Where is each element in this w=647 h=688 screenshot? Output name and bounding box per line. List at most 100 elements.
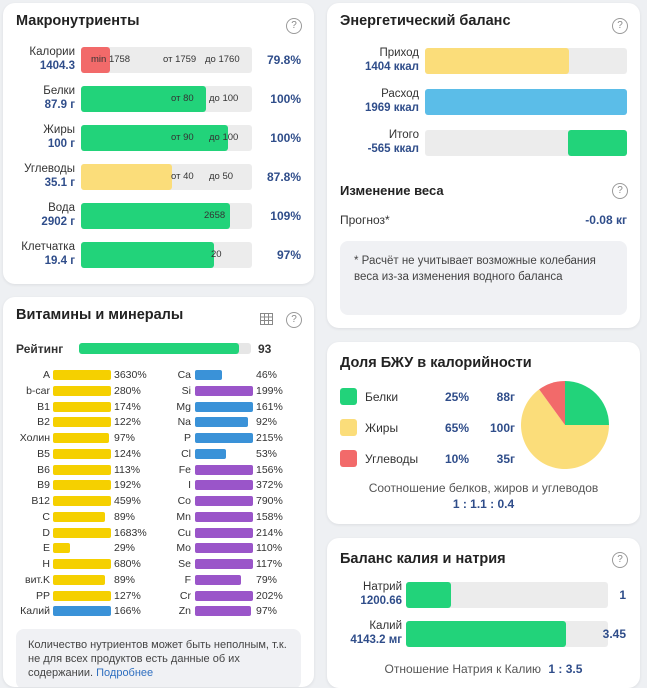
vitamin-name: Na [177, 416, 191, 429]
vitamin-bar [53, 543, 70, 554]
vitamin-name: D [42, 526, 50, 539]
nutrient-value: 2902 г [41, 216, 75, 228]
nutrient-name: Жиры [43, 124, 75, 136]
bar-tick-label: до 50 [209, 171, 234, 182]
vitamin-name: E [42, 542, 50, 555]
vitamin-row: B12 459% [3, 495, 141, 508]
vitamin-name: B5 [37, 447, 50, 460]
vitamin-percent: 214% [256, 526, 283, 539]
vitamin-name: Si [181, 384, 191, 397]
vitamin-name: B9 [37, 479, 50, 492]
vitamin-name: B12 [31, 495, 50, 507]
vitamin-bar [53, 417, 111, 428]
vitamin-name: Калий [20, 605, 50, 618]
vitamin-row: Холин 97% [3, 432, 135, 445]
nutrient-bar-fill [81, 125, 229, 151]
help-icon[interactable]: ? [286, 18, 302, 34]
vitamin-name: Mo [176, 542, 191, 555]
nutrient-value: 35.1 г [44, 177, 75, 189]
vitamin-name: P [183, 432, 191, 444]
vitamin-bar [53, 606, 111, 617]
vitamin-row: Co 790% [171, 495, 291, 508]
vitamin-name: Fe [178, 463, 191, 476]
kna-value: 1200.66 [360, 595, 402, 607]
vitamin-bar [53, 385, 111, 396]
help-icon[interactable]: ? [286, 312, 302, 328]
bju-name: Жиры [365, 421, 399, 435]
bar-tick-label: от 90 [171, 132, 194, 143]
pie-slice-proteins [565, 381, 609, 425]
bar-tick-label: min 1758 [91, 54, 131, 65]
kna-bar-fill [406, 621, 566, 647]
vitamin-row: Na 92% [171, 416, 291, 429]
bju-grams: 35г [496, 452, 515, 466]
nutrient-bar-fill [81, 242, 215, 268]
vitamin-name: A [42, 369, 50, 381]
nutrient-percent: 109% [270, 209, 301, 223]
vitamin-row: B6 113% [3, 464, 140, 477]
vitamin-row: A 3630% [3, 369, 147, 382]
bju-name: Белки [365, 390, 399, 404]
potassium-sodium-title: Баланс калия и натрия [340, 551, 506, 567]
help-icon[interactable]: ? [612, 18, 628, 34]
vitamin-row: B5 124% [3, 447, 141, 461]
energy-value: 1969 ккал [365, 102, 419, 114]
vitamin-name: F [184, 573, 191, 586]
help-icon[interactable]: ? [612, 183, 628, 199]
nutrient-percent: 79.8% [266, 53, 301, 67]
nutrient-value: 100 г [47, 138, 75, 150]
vitamin-percent: 122% [114, 416, 141, 429]
bju-card: Доля БЖУ в калорийности Белки 25% 88г Жиры 6… [327, 342, 640, 524]
help-icon[interactable]: ? [612, 552, 628, 568]
energy-bar-fill [425, 48, 570, 74]
more-link[interactable]: Подробнее [96, 667, 154, 679]
kna-ratio-value: 1 : 3.5 [548, 662, 583, 676]
bju-ratio-value: 1 : 1.1 : 0.4 [452, 497, 515, 511]
kna-label: Натрий 1200.66 [327, 580, 402, 608]
vitamin-percent: 113% [114, 463, 141, 476]
nutrient-percent: 100% [270, 131, 301, 145]
vitamin-percent: 127% [114, 589, 141, 602]
macronutrients-card: Макронутриенты ? Калории 1404.3 min 1758 от… [3, 3, 314, 284]
vitamin-percent: 29% [114, 542, 136, 555]
vitamin-bar [53, 448, 111, 459]
vitamin-row: b-car 280% [3, 385, 141, 398]
vitamin-row: H 680% [3, 558, 140, 571]
vitamin-row: Mo 110% [171, 542, 291, 555]
vitamin-percent: 46% [256, 369, 278, 381]
rating-bar-fill [79, 343, 239, 354]
energy-value: -565 ккал [367, 143, 419, 155]
vitamin-row: Cl 53% [171, 448, 291, 461]
vitamin-name: Холин [19, 432, 50, 444]
vitamin-bar [195, 448, 226, 459]
kna-ratio-number: 1 [619, 588, 626, 602]
nutrient-value: 87.9 г [44, 99, 75, 111]
vitamin-bar [195, 370, 222, 380]
vitamin-percent: 680% [114, 558, 141, 570]
vitamin-percent: 215% [256, 432, 283, 444]
vitamin-bar [53, 464, 111, 475]
vitamin-name: Cl [181, 447, 191, 460]
vitamin-percent: 161% [256, 400, 283, 413]
nutrient-label: Вода 2902 г [3, 201, 75, 229]
vitamin-percent: 280% [114, 384, 141, 397]
vitamin-row: B9 192% [3, 479, 141, 492]
vitamin-row: E 29% [3, 542, 135, 555]
vitamin-percent: 158% [256, 510, 283, 523]
vitamin-bar [53, 590, 111, 601]
vitamin-bar [53, 496, 111, 506]
nutrient-bar-fill [81, 164, 172, 190]
bar-tick-label: от 80 [171, 93, 194, 104]
vitamin-bar [195, 590, 253, 601]
table-view-icon[interactable] [260, 313, 273, 325]
nutrient-bar: от 80 до 100 [81, 86, 252, 112]
bju-ratio-label: Соотношение белков, жиров и углеводов [368, 481, 599, 495]
vitamin-bar [53, 527, 111, 538]
vitamin-percent: 199% [256, 384, 283, 397]
nutrient-label: Жиры 100 г [3, 123, 75, 151]
vitamin-name: C [42, 510, 50, 523]
bju-percent: 25% [445, 390, 470, 404]
bju-title: Доля БЖУ в калорийности [340, 355, 532, 371]
vitamin-name: Cr [179, 589, 191, 602]
kna-bar [406, 621, 608, 647]
